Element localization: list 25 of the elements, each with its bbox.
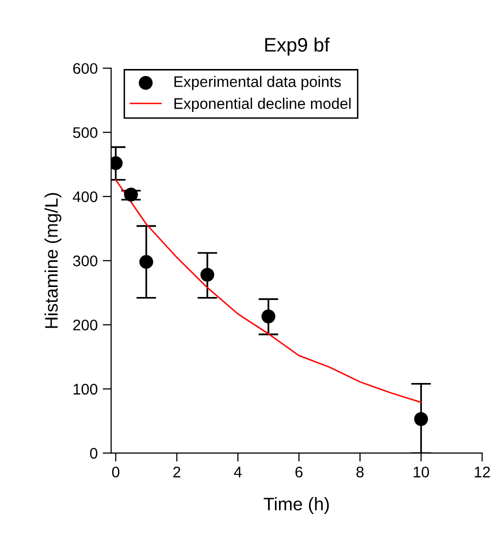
line-series bbox=[115, 179, 422, 404]
point bbox=[414, 412, 428, 426]
chart-title: Exp9 bf bbox=[265, 37, 330, 56]
y-tick-label: 200 bbox=[73, 320, 98, 330]
y-tick-label: 600 bbox=[73, 63, 98, 74]
y-tick-label: 300 bbox=[73, 256, 98, 266]
legend-label: Exponential decline model bbox=[174, 98, 351, 112]
y-tick-label: 0 bbox=[90, 448, 98, 459]
point bbox=[261, 310, 276, 324]
x-tick-label: 4 bbox=[234, 466, 242, 478]
legend-label: Experimental data points bbox=[174, 76, 341, 90]
x-tick-label: 12 bbox=[474, 466, 490, 478]
y-tick-label: 500 bbox=[73, 127, 98, 138]
x-tick-label: 2 bbox=[173, 466, 180, 478]
x-tick-label: 0 bbox=[112, 466, 120, 478]
y-tick-label: 400 bbox=[72, 191, 98, 202]
x-axis-title: Time (h) bbox=[264, 497, 329, 514]
y-tick-label: 100 bbox=[74, 384, 98, 395]
x-tick-label: 10 bbox=[414, 466, 429, 478]
point bbox=[139, 255, 154, 269]
y-axis-title: Histamine (mg/L) bbox=[44, 193, 62, 328]
x-tick-label: 8 bbox=[356, 466, 364, 478]
point bbox=[124, 188, 138, 202]
point bbox=[200, 268, 214, 282]
x-tick-label: 6 bbox=[295, 466, 303, 478]
